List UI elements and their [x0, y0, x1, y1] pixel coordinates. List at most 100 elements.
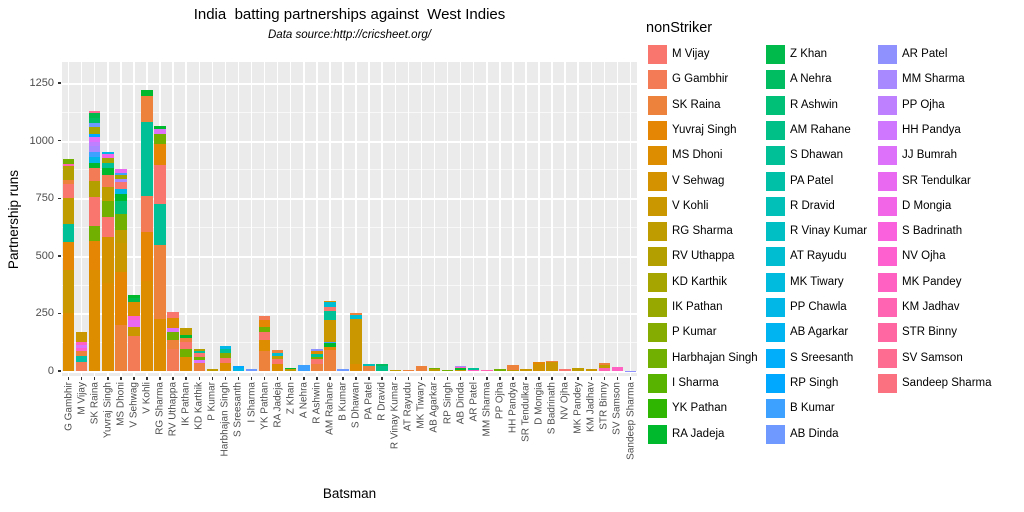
bar-v-sehwag: [128, 295, 140, 371]
bar-z-khan: [284, 367, 297, 371]
plot-panel: [62, 62, 637, 376]
legend-key-ab-agarkar: [766, 323, 785, 343]
bar-segment: [154, 129, 166, 134]
bar-segment: [115, 175, 127, 179]
gridline-minor: [62, 227, 637, 228]
gridline-vertical: [185, 62, 187, 376]
gridline-vertical: [525, 62, 527, 376]
legend-key-ik-pathan: [648, 298, 667, 317]
bar-segment: [546, 361, 558, 371]
x-tick-label: Yuvraj Singh: [102, 382, 114, 439]
bar-ab-agarkar: [428, 367, 441, 371]
legend-key-kd-karthik: [648, 272, 667, 292]
legend-key-hh-pandya: [878, 120, 897, 140]
x-tick-label: G Gambhir: [63, 382, 74, 431]
bar-segment: [193, 353, 205, 357]
bar-segment: [454, 366, 467, 368]
bar-segment: [88, 240, 101, 270]
x-tick-label: V Kohli: [141, 382, 153, 414]
gridline-vertical: [198, 62, 200, 376]
legend-key-mm-sharma: [878, 70, 897, 90]
gridline-vertical: [433, 62, 436, 376]
legend-label: PP Ojha: [902, 98, 945, 111]
bar-ab-dinda: [454, 366, 467, 371]
bar-segment: [62, 159, 75, 164]
bar-segment: [467, 368, 480, 370]
bar-segment: [154, 203, 166, 246]
bar-segment: [454, 369, 467, 371]
bar-segment: [376, 363, 388, 367]
bar-km-jadhav: [585, 368, 597, 371]
legend-key-b-kumar: [766, 399, 785, 419]
bar-ar-patel: [467, 367, 480, 371]
x-tick-mark: [564, 377, 566, 380]
bar-segment: [311, 359, 323, 365]
bar-p-kumar: [206, 368, 218, 371]
legend-label: YK Pathan: [672, 402, 727, 415]
bar-segment: [311, 349, 323, 352]
x-tick-mark: [472, 377, 475, 380]
gridline-vertical: [472, 62, 475, 376]
gridline-vertical: [224, 62, 227, 376]
bar-segment: [115, 189, 127, 194]
bar-segment: [481, 370, 493, 371]
bar-segment: [88, 180, 101, 198]
bar-segment: [62, 166, 75, 180]
bar-segment: [193, 362, 205, 371]
x-tick-mark: [172, 377, 174, 380]
legend-title: nonStriker: [646, 20, 713, 36]
legend-label: Yuvraj Singh: [672, 123, 737, 136]
bar-segment: [167, 331, 179, 340]
legend-label: S Dhawan: [790, 149, 844, 162]
x-tick-label: HH Pandya: [507, 382, 519, 434]
bar-segment: [324, 300, 336, 302]
bar-segment: [598, 362, 611, 366]
y-tick-label: 500: [35, 249, 54, 262]
bar-segment: [102, 283, 114, 371]
legend-key-s-sreesanth: [766, 348, 785, 368]
bar-segment: [180, 342, 192, 350]
x-tick-mark: [329, 377, 331, 380]
legend-key-v-sehwag: [648, 171, 667, 191]
gridline-minor: [62, 169, 637, 171]
legend-label: AB Agarkar: [790, 326, 849, 339]
legend-label: Harbhajan Singh: [672, 351, 758, 364]
bar-segment: [128, 327, 140, 337]
gridline-vertical: [446, 62, 449, 376]
legend-key-km-jadhav: [878, 298, 897, 317]
legend-label: RG Sharma: [672, 225, 733, 238]
legend-key-m-vijay: [648, 45, 667, 64]
x-tick-mark: [420, 377, 423, 380]
legend-key-str-binny: [878, 323, 897, 343]
bar-segment: [102, 168, 114, 176]
bar-harbhajan-singh: [219, 345, 232, 371]
bar-segment: [454, 367, 467, 369]
x-tick-mark: [446, 377, 449, 380]
x-tick-label: IK Pathan: [180, 382, 192, 426]
legend-key-d-mongia: [878, 196, 897, 216]
x-tick-label: MM Sharma: [481, 382, 493, 437]
bar-segment: [128, 315, 140, 321]
legend-key-pa-patel: [766, 171, 785, 191]
bar-r-dravid: [376, 363, 388, 371]
legend-key-a-nehra: [766, 70, 785, 90]
x-tick-mark: [381, 377, 383, 380]
bar-segment: [193, 349, 205, 351]
y-tick-label: 0: [47, 365, 54, 377]
legend-label: Z Khan: [790, 48, 828, 60]
legend-key-r-vinay-kumar: [766, 222, 785, 242]
gridline-major: [62, 255, 637, 258]
legend-label: MK Pandey: [902, 275, 962, 288]
gridline-vertical: [381, 62, 383, 376]
bar-segment: [219, 352, 232, 359]
legend-key-harbhajan-singh: [648, 348, 667, 368]
legend-key-i-sharma: [648, 373, 667, 393]
legend-key-pp-chawla: [766, 298, 785, 317]
bar-segment: [75, 351, 88, 357]
bar-segment: [154, 133, 166, 145]
bar-segment: [180, 328, 192, 336]
legend-label: MM Sharma: [902, 73, 965, 86]
bar-segment: [62, 269, 75, 314]
bar-hh-pandya: [507, 365, 519, 371]
